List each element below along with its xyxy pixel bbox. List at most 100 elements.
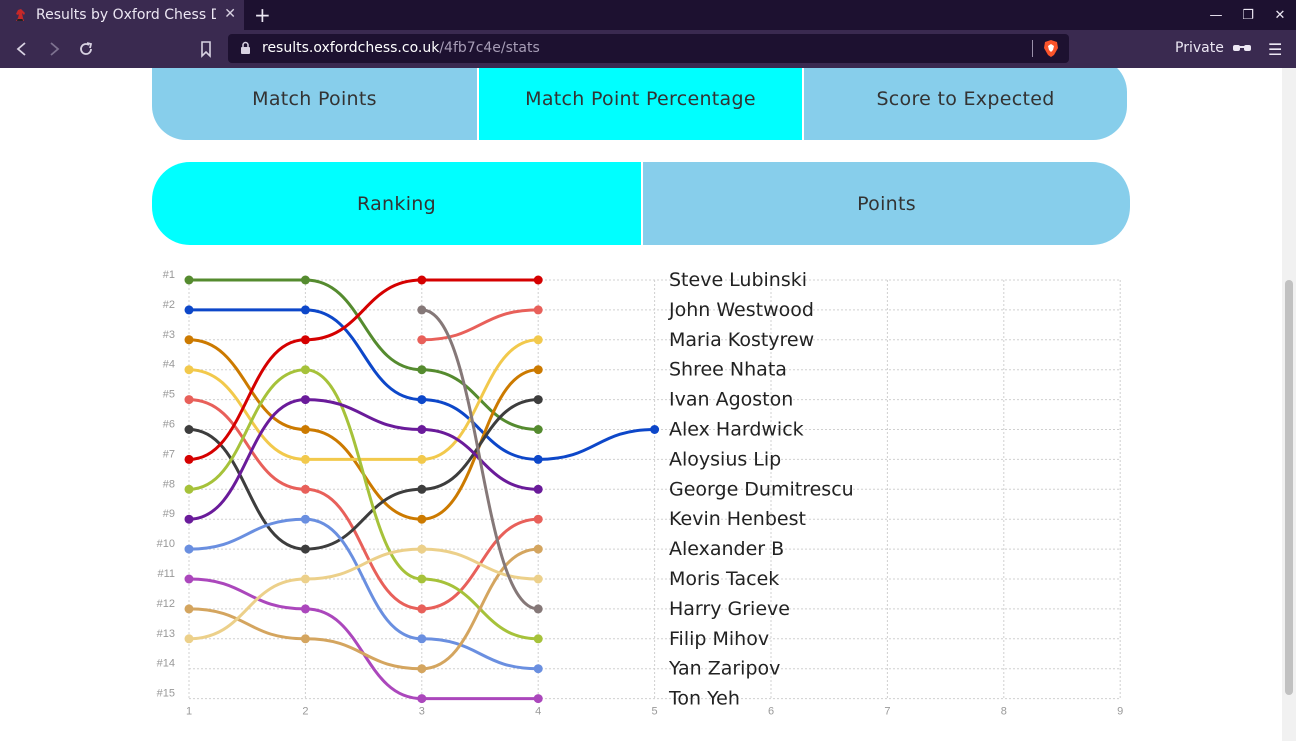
series-point [533,395,543,405]
minimize-icon[interactable]: — [1209,7,1223,23]
series-point [417,604,427,614]
view-tabs: Ranking Points [152,162,1130,245]
y-tick-label: #6 [163,419,175,431]
series-point [417,305,427,315]
tab-match-point-percentage[interactable]: Match Point Percentage [477,68,802,140]
series-point [184,634,194,644]
series-point [300,395,310,405]
close-window-icon[interactable]: ✕ [1274,7,1286,23]
player-name-label: Moris Tacek [669,568,779,590]
player-name-label: Ivan Agoston [669,389,793,411]
series-point [417,664,427,674]
y-tick-label: #10 [157,538,175,550]
series-point [300,634,310,644]
series-line [188,547,539,671]
url-path: /4fb7c4e/stats [439,40,540,56]
tab-points[interactable]: Points [641,162,1130,245]
player-name-label: Harry Grieve [669,598,790,620]
series-point [533,604,543,614]
private-label: Private [1175,40,1224,56]
y-tick-label: #14 [157,658,175,670]
x-tick-label: 1 [186,706,192,718]
browser-toolbar: results.oxfordchess.co.uk/4fb7c4e/stats … [0,30,1296,68]
url-divider [1032,40,1033,57]
player-name-label: Alexander B [669,538,784,560]
series-point [417,395,427,405]
stat-tabs: Match Points Match Point Percentage Scor… [152,68,1129,140]
hamburger-menu-icon[interactable]: ☰ [1268,40,1283,59]
private-glasses-icon[interactable] [1232,42,1252,54]
series-line [188,338,539,521]
player-name-label: Ton Yeh [668,688,740,710]
series-point [184,275,194,285]
player-name-label: Yan Zaripov [668,658,780,680]
maximize-icon[interactable]: ❐ [1242,7,1254,23]
series-point [417,365,427,375]
player-name-label: Shree Nhata [669,359,787,381]
series-point [533,454,543,464]
series-point [300,544,310,554]
reload-icon[interactable] [76,39,96,59]
x-tick-label: 9 [1117,706,1123,718]
x-tick-label: 2 [302,706,308,718]
x-tick-label: 8 [1001,706,1007,718]
bookmark-icon[interactable] [196,39,216,59]
tab-close-icon[interactable]: ✕ [224,6,236,22]
back-icon[interactable] [12,39,32,59]
ranking-chart-svg: #1 #2 #3 #4 #5 #6 #7 #8 #9 #10 #11 #12 #13 #14 #15 1 2 3 4… [157,269,1124,718]
series-point [417,634,427,644]
brave-shield-icon[interactable] [1042,39,1060,58]
y-tick-label: #5 [163,389,175,401]
series-point [300,514,310,524]
new-tab-icon[interactable]: + [254,3,271,27]
series-point [300,454,310,464]
series-point [417,694,427,704]
page-scrollbar[interactable] [1282,68,1296,741]
series-line [188,517,539,671]
series-point [533,544,543,554]
series-point [533,335,543,345]
player-name-label: John Westwood [668,299,814,321]
x-tick-label: 3 [419,706,425,718]
x-tick-label: 5 [652,706,658,718]
series-line [188,278,539,431]
y-tick-label: #3 [163,329,175,341]
forward-icon[interactable] [44,39,64,59]
series-line [188,577,539,701]
address-bar[interactable]: results.oxfordchess.co.uk/4fb7c4e/stats [228,34,1069,63]
series-line [188,398,539,551]
series-point [184,604,194,614]
ranking-chart: #1 #2 #3 #4 #5 #6 #7 #8 #9 #10 #11 #12 #13 #14 #15 1 2 3 4… [150,260,1130,720]
series-point [300,335,310,345]
y-tick-label: #4 [163,359,175,371]
tab-score-to-expected[interactable]: Score to Expected [802,68,1127,140]
browser-tab-bar: Results by Oxford Chess De ✕ + — ❐ ✕ [0,0,1296,30]
window-controls: — ❐ ✕ [1200,0,1296,30]
player-name-label: Kevin Henbest [669,508,806,530]
series-point [533,425,543,434]
y-tick-label: #1 [163,269,175,281]
series-point [184,544,194,554]
y-tick-label: #2 [163,299,175,311]
player-name-label: Steve Lubinski [669,269,807,291]
series-point [184,484,194,494]
series-point [300,484,310,494]
y-tick-label: #7 [163,448,175,460]
series-line [421,308,539,342]
series-point [417,574,427,584]
series-point [184,365,194,375]
series-point [300,305,310,315]
scrollbar-thumb[interactable] [1285,280,1293,695]
tab-ranking[interactable]: Ranking [152,162,641,245]
tab-match-points[interactable]: Match Points [152,68,477,140]
series-point [417,335,427,345]
series-point [184,305,194,315]
x-tick-label: 6 [768,706,774,718]
player-name-label: Alex Hardwick [669,419,804,441]
series-line [188,338,539,461]
series-point [300,604,310,614]
series-point [300,574,310,584]
page-viewport: Match Points Match Point Percentage Scor… [0,68,1296,741]
series-point [184,454,194,464]
browser-tab[interactable]: Results by Oxford Chess De ✕ [0,0,244,30]
